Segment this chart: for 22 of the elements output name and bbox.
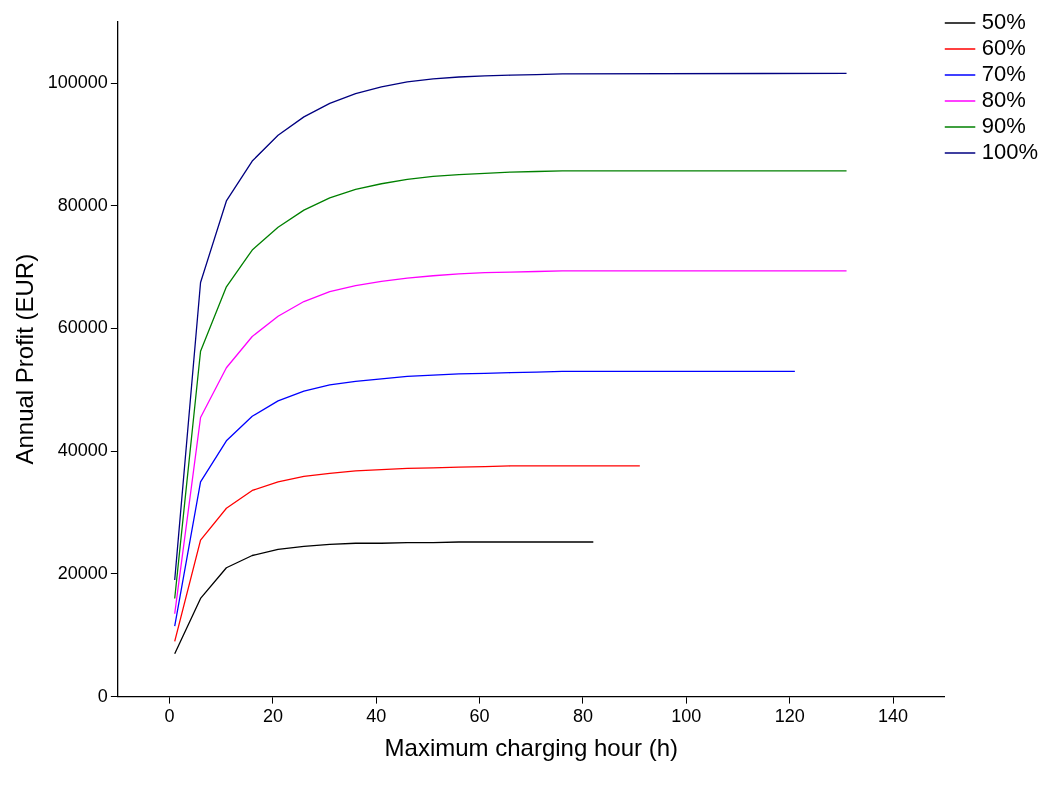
y-tick-label: 40000 (57, 440, 108, 461)
legend-label: 90% (981, 113, 1026, 139)
legend-label: 80% (981, 87, 1026, 113)
x-tick-label: 20 (262, 706, 283, 727)
x-tick-label: 120 (774, 706, 805, 727)
x-axis-title: Maximum charging hour (h) (384, 734, 679, 762)
x-tick-label: 40 (366, 706, 387, 727)
legend-label: 50% (981, 9, 1026, 35)
y-tick-label: 20000 (57, 562, 108, 583)
y-axis-title: Annual Profit (EUR) (11, 253, 39, 465)
y-tick-label: 80000 (57, 194, 108, 215)
y-tick-label: 100000 (47, 72, 108, 93)
x-tick-label: 80 (572, 706, 593, 727)
legend-label: 100% (981, 139, 1039, 165)
x-tick-label: 0 (164, 706, 175, 727)
x-tick-label: 60 (469, 706, 490, 727)
legend-label: 70% (981, 61, 1026, 87)
legend-label: 60% (981, 35, 1026, 61)
x-tick-label: 140 (878, 706, 909, 727)
x-tick-label: 100 (671, 706, 702, 727)
y-tick-label: 60000 (57, 317, 108, 338)
y-tick-label: 0 (97, 685, 108, 706)
